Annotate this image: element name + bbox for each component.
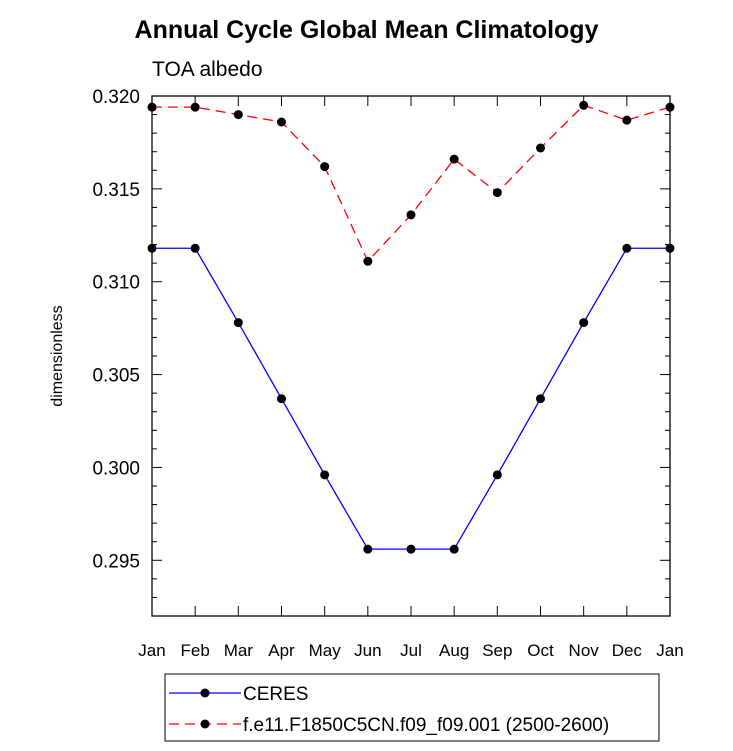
- x-tick-label: Mar: [224, 641, 254, 660]
- y-tick-label: 0.300: [92, 458, 140, 479]
- data-point: [449, 154, 459, 164]
- data-point: [579, 318, 589, 328]
- data-point: [406, 544, 416, 554]
- legend-marker: [200, 688, 210, 698]
- chart-subtitle: TOA albedo: [152, 58, 263, 81]
- data-point: [233, 318, 243, 328]
- plot-frame: [151, 95, 671, 617]
- legend-marker: [200, 719, 210, 729]
- data-point: [492, 188, 502, 198]
- data-point: [622, 115, 632, 125]
- y-tick-label: 0.310: [92, 273, 140, 294]
- series-line-1: [152, 104, 671, 263]
- data-point: [449, 544, 459, 554]
- data-point: [363, 544, 373, 554]
- x-tick-label: Aug: [439, 641, 469, 660]
- chart-title: Annual Cycle Global Mean Climatology: [134, 16, 599, 44]
- data-point: [147, 102, 157, 112]
- data-point: [320, 162, 330, 172]
- data-point: [536, 394, 545, 404]
- data-point: [406, 210, 416, 220]
- x-tick-label: May: [309, 641, 342, 660]
- data-point: [190, 243, 200, 253]
- y-tick-label: 0.315: [92, 180, 140, 201]
- y-tick-label: 0.320: [92, 87, 140, 108]
- data-point: [622, 243, 632, 253]
- x-tick-label: Jan: [138, 641, 165, 660]
- legend-label: CERES: [243, 684, 308, 705]
- data-point: [536, 143, 545, 153]
- x-tick-label: Apr: [268, 641, 295, 660]
- x-tick-label: Jun: [354, 641, 381, 660]
- data-point: [363, 256, 373, 266]
- data-point: [492, 470, 502, 480]
- x-tick-label: Feb: [181, 641, 210, 660]
- legend-box: [164, 673, 660, 742]
- data-point: [233, 110, 243, 120]
- data-point: [277, 394, 286, 404]
- y-axis-label: dimensionless: [49, 305, 66, 406]
- data-point: [665, 102, 675, 112]
- y-tick-label: 0.295: [92, 551, 140, 572]
- data-point: [320, 470, 330, 480]
- series-line-0: [152, 247, 670, 550]
- y-tick-label: 0.305: [92, 366, 140, 387]
- x-tick-label: Sep: [482, 641, 512, 660]
- x-tick-label: Oct: [527, 641, 554, 660]
- data-point: [190, 102, 200, 112]
- data-point: [665, 243, 675, 253]
- legend-label: f.e11.F1850C5CN.f09_f09.001 (2500-2600): [243, 715, 609, 736]
- data-point: [277, 117, 286, 127]
- x-tick-label: Jul: [400, 641, 422, 660]
- data-point: [579, 100, 589, 110]
- x-tick-label: Dec: [612, 641, 643, 660]
- x-tick-label: Nov: [569, 641, 600, 660]
- data-point: [147, 243, 157, 253]
- x-tick-label: Jan: [656, 641, 683, 660]
